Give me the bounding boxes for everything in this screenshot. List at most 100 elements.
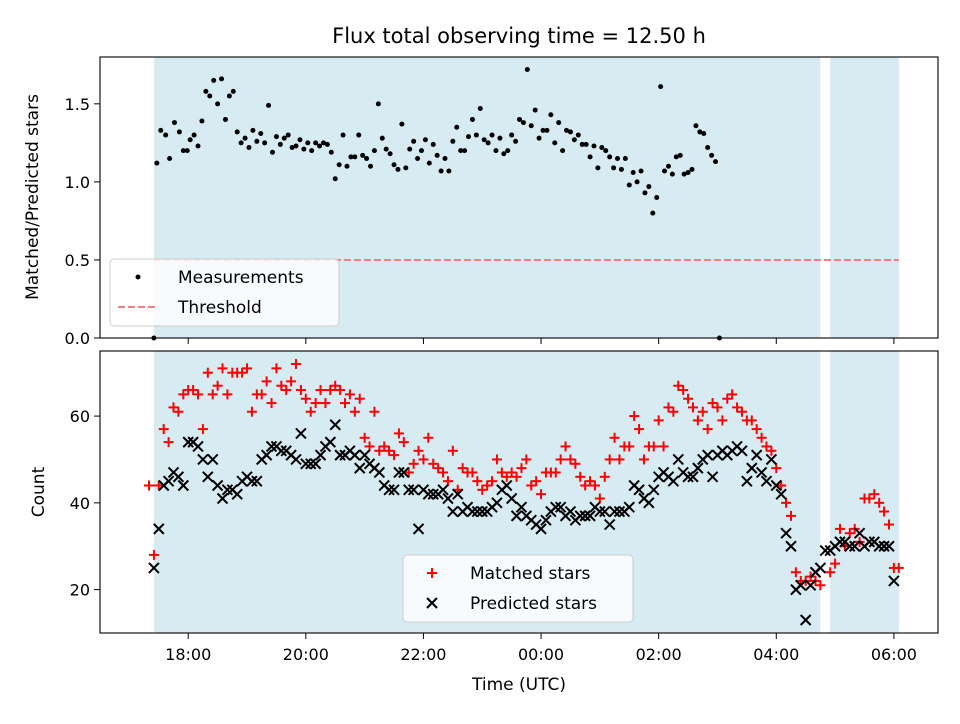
predicted-star-point <box>515 501 528 513</box>
bottom-y-tick-label: 20 <box>70 581 90 600</box>
matched-star-point <box>673 380 684 391</box>
predicted-star-point <box>795 579 807 591</box>
predicted-star-point <box>246 475 258 487</box>
predicted-star-point <box>741 475 753 487</box>
matched-star-point <box>864 493 875 504</box>
predicted-star-point <box>265 440 278 453</box>
matched-star-point <box>692 415 703 426</box>
matched-star-point <box>790 567 801 578</box>
measurement-point <box>513 138 519 144</box>
predicted-star-point <box>775 488 787 500</box>
top-y-tick-label: 0.0 <box>65 329 90 348</box>
measurement-point <box>618 166 624 172</box>
predicted-star-point <box>207 453 219 466</box>
matched-star-point <box>629 411 640 422</box>
matched-star-point <box>536 489 547 500</box>
top-chart-title: Flux total observing time = 12.50 h <box>332 24 706 48</box>
predicted-star-point <box>211 479 224 492</box>
matched-star-point <box>148 549 159 560</box>
matched-star-point <box>722 393 733 404</box>
matched-star-point <box>246 406 257 417</box>
matched-star-point <box>707 398 718 409</box>
matched-star-point <box>310 398 321 409</box>
bottom-y-tick-label: 40 <box>70 494 90 513</box>
measurement-point <box>324 141 330 147</box>
measurement-point <box>171 120 177 126</box>
predicted-star-point <box>231 488 243 500</box>
top-y-axis-label: Matched/Predicted stars <box>23 94 43 300</box>
measurement-point <box>180 148 186 154</box>
measurement-point <box>167 155 173 161</box>
measurement-point <box>184 148 190 154</box>
matched-star-point <box>153 480 164 491</box>
measurement-point <box>485 140 491 146</box>
measurement-point <box>595 165 601 171</box>
measurement-point <box>266 102 272 108</box>
bottom-x-tick-label: 06:00 <box>871 645 917 664</box>
predicted-star-point <box>275 445 288 457</box>
measurement-point <box>536 135 542 141</box>
predicted-star-point <box>324 436 337 448</box>
measurement-point <box>242 135 248 141</box>
measurement-point <box>603 148 609 154</box>
measurement-point <box>246 145 252 151</box>
predicted-star-point <box>785 540 797 552</box>
matched-star-point <box>491 454 502 465</box>
matched-star-point <box>398 437 409 448</box>
matched-star-point <box>683 393 694 404</box>
matched-star-point <box>727 389 738 400</box>
measurement-point <box>556 120 562 126</box>
matched-star-point <box>374 445 385 456</box>
measurement-point <box>262 140 268 146</box>
matched-star-point <box>428 458 439 469</box>
matched-star-point <box>785 510 796 521</box>
matched-star-point <box>834 523 845 534</box>
top-y-tick-label: 1.0 <box>65 173 90 192</box>
measurement-point <box>689 166 695 172</box>
matched-star-point <box>457 463 468 474</box>
predicted-star-point <box>197 453 209 466</box>
top-y-tick-label: 0.5 <box>65 251 90 270</box>
measurement-point <box>709 152 715 158</box>
matched-star-point <box>732 402 743 413</box>
measurement-point <box>222 116 228 122</box>
predicted-star-point <box>295 427 307 440</box>
matched-star-point <box>315 385 326 396</box>
measurement-point <box>528 123 534 129</box>
measurement-point <box>254 138 260 144</box>
measurement-point <box>258 130 264 136</box>
matched-star-point <box>359 432 370 443</box>
predicted-star-point <box>407 484 420 496</box>
matched-star-point <box>335 385 346 396</box>
predicted-star-point <box>760 475 773 487</box>
measurement-point <box>375 101 381 107</box>
legend-marker-measurements <box>135 274 141 280</box>
matched-star-point <box>393 428 404 439</box>
measurement-point <box>399 121 405 127</box>
predicted-star-point <box>388 484 400 496</box>
measurement-point <box>158 127 164 133</box>
predicted-star-point <box>358 449 371 461</box>
predicted-star-point <box>672 453 684 466</box>
predicted-star-point <box>550 501 562 513</box>
matched-star-point <box>580 480 591 491</box>
measurement-point <box>309 148 315 154</box>
matched-star-point <box>776 480 787 491</box>
matched-star-point <box>472 476 483 487</box>
top-x-axis-ticks <box>187 338 895 344</box>
matched-star-point <box>222 389 233 400</box>
measurement-point <box>352 154 358 160</box>
matched-star-point <box>697 406 708 417</box>
measurement-point <box>524 66 530 72</box>
predicted-star-point <box>466 505 479 518</box>
matched-star-point <box>550 467 561 478</box>
measurement-point <box>575 132 581 138</box>
matched-star-point <box>531 476 542 487</box>
measurement-point <box>564 127 570 133</box>
matched-star-point <box>389 450 400 461</box>
matched-star-point <box>369 406 380 417</box>
measurement-point <box>313 140 319 146</box>
predicted-star-point <box>574 510 586 522</box>
measurement-point <box>426 160 432 166</box>
predicted-star-point <box>216 492 229 505</box>
